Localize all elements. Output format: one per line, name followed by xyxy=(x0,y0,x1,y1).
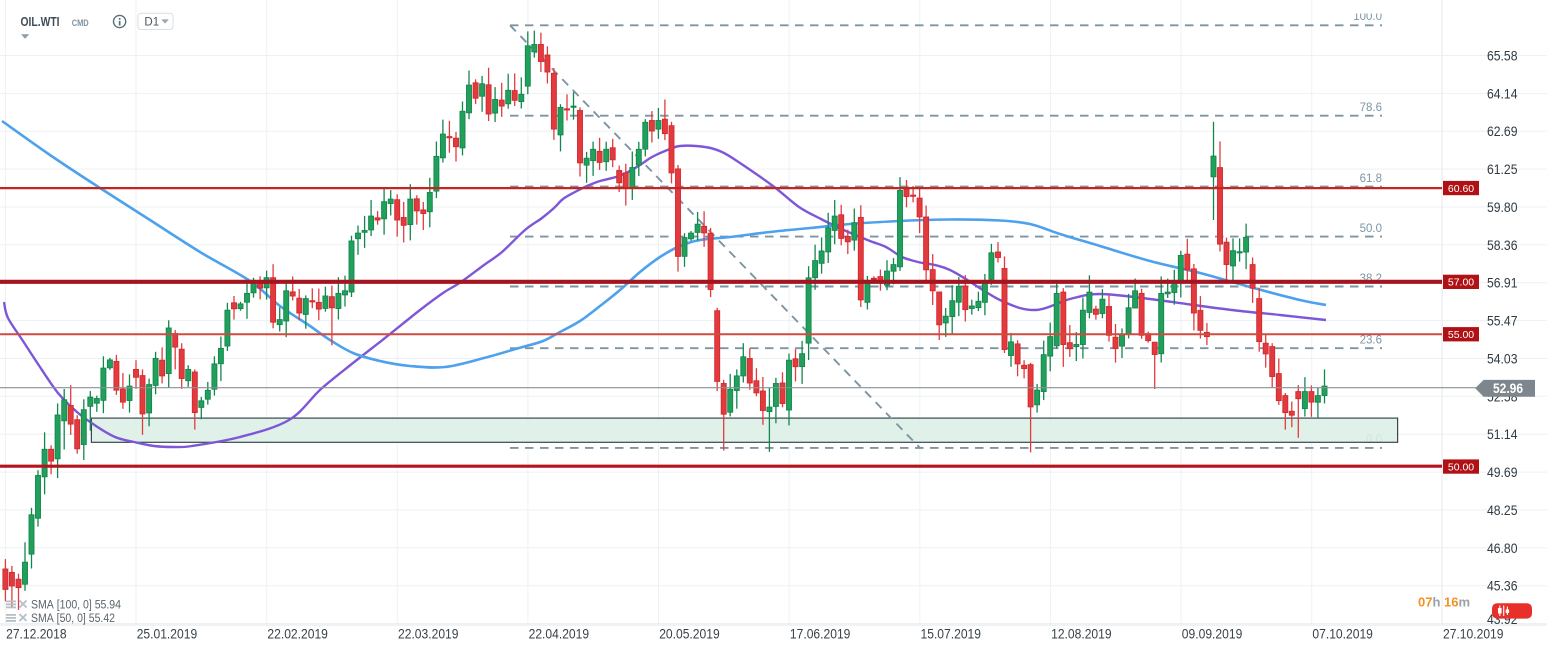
svg-text:45.36: 45.36 xyxy=(1487,578,1518,594)
svg-text:27.10.2019: 27.10.2019 xyxy=(1443,626,1504,642)
svg-text:56.91: 56.91 xyxy=(1487,275,1518,291)
svg-text:22.03.2019: 22.03.2019 xyxy=(398,626,459,642)
svg-text:65.58: 65.58 xyxy=(1487,48,1518,64)
svg-text:49.69: 49.69 xyxy=(1487,464,1518,480)
svg-text:62.69: 62.69 xyxy=(1487,123,1518,139)
svg-text:78.6: 78.6 xyxy=(1360,102,1382,114)
svg-text:60.60: 60.60 xyxy=(1448,183,1474,195)
svg-text:52.96: 52.96 xyxy=(1493,380,1523,396)
svg-text:100.0: 100.0 xyxy=(1353,11,1382,23)
svg-text:57.00: 57.00 xyxy=(1448,277,1474,289)
svg-text:27.12.2018: 27.12.2018 xyxy=(6,626,67,642)
svg-text:07h 16m: 07h 16m xyxy=(1418,595,1470,610)
svg-text:46.80: 46.80 xyxy=(1487,540,1518,556)
svg-text:51.14: 51.14 xyxy=(1487,426,1518,442)
svg-text:22.04.2019: 22.04.2019 xyxy=(529,626,590,642)
svg-text:54.03: 54.03 xyxy=(1487,351,1518,367)
svg-text:58.36: 58.36 xyxy=(1487,237,1518,253)
svg-text:CMD: CMD xyxy=(72,18,89,29)
svg-text:OIL.WTI: OIL.WTI xyxy=(21,14,60,29)
svg-text:64.14: 64.14 xyxy=(1487,85,1518,101)
svg-text:07.10.2019: 07.10.2019 xyxy=(1312,626,1373,642)
svg-text:25.01.2019: 25.01.2019 xyxy=(137,626,198,642)
svg-text:48.25: 48.25 xyxy=(1487,502,1518,518)
svg-text:50.00: 50.00 xyxy=(1448,461,1474,473)
svg-text:22.02.2019: 22.02.2019 xyxy=(267,626,328,642)
svg-text:55.00: 55.00 xyxy=(1448,329,1474,341)
svg-text:SMA [50, 0] 55.42: SMA [50, 0] 55.42 xyxy=(31,613,115,625)
svg-text:23.6: 23.6 xyxy=(1360,335,1382,347)
svg-text:17.06.2019: 17.06.2019 xyxy=(790,626,851,642)
svg-text:20.05.2019: 20.05.2019 xyxy=(659,626,720,642)
svg-text:61.25: 61.25 xyxy=(1487,161,1518,177)
svg-text:15.07.2019: 15.07.2019 xyxy=(921,626,982,642)
svg-text:SMA [100, 0] 55.94: SMA [100, 0] 55.94 xyxy=(31,600,122,612)
svg-text:D1: D1 xyxy=(144,17,159,29)
svg-text:59.80: 59.80 xyxy=(1487,199,1518,215)
svg-text:12.08.2019: 12.08.2019 xyxy=(1051,626,1112,642)
svg-text:50.0: 50.0 xyxy=(1360,223,1382,235)
svg-text:61.8: 61.8 xyxy=(1360,173,1382,185)
svg-text:55.47: 55.47 xyxy=(1487,313,1518,329)
svg-text:09.09.2019: 09.09.2019 xyxy=(1182,626,1243,642)
